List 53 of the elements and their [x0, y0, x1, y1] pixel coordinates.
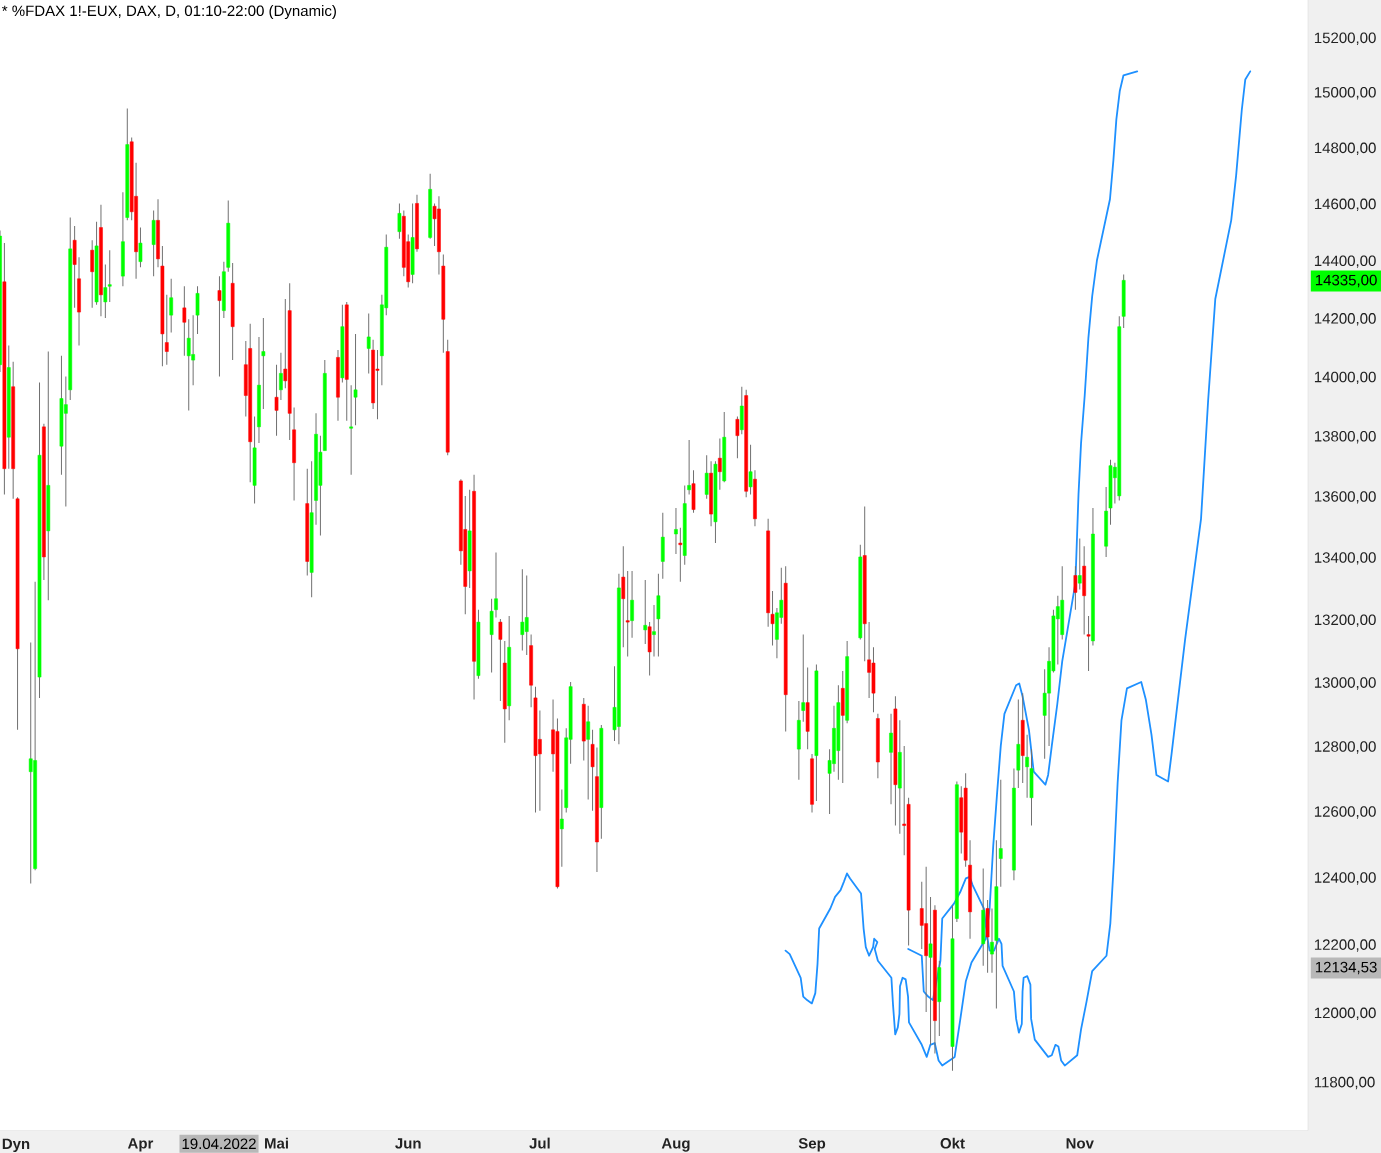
line-series — [907, 70, 1252, 1067]
text: 14335,00 — [1315, 274, 1377, 288]
y-tick-label: 13600,00 — [1314, 491, 1376, 504]
text: 19.04.2022 — [182, 1138, 256, 1150]
candlestick — [498, 618, 503, 702]
line-series — [784, 70, 1139, 1067]
y-tick-label: 14600,00 — [1314, 198, 1376, 212]
y-tick-label: 12200,00 — [1314, 939, 1376, 952]
x-tick-label: Jun — [395, 1138, 421, 1149]
candlestick — [889, 713, 893, 805]
candlestick — [704, 454, 709, 500]
candlestick — [739, 386, 744, 435]
candlestick — [560, 789, 564, 868]
candlestick — [520, 568, 525, 651]
y-tick-label: 13200,00 — [1314, 614, 1376, 627]
candlestick — [586, 705, 590, 800]
candlestick — [630, 570, 634, 639]
chart-title: * %FDAX 1!-EUX, DAX, D, 01:10-22:00 (Dynamic) — [2, 5, 336, 20]
y-tick-label: 15000,00 — [1314, 86, 1376, 100]
candlestick — [656, 573, 661, 658]
y-tick-label: 14200,00 — [1314, 313, 1376, 326]
y-tick-label: 12800,00 — [1314, 741, 1376, 754]
x-tick-label: Aug — [661, 1138, 690, 1152]
y-tick-label: 12000,00 — [1314, 1007, 1376, 1020]
y-tick-label: 13800,00 — [1314, 431, 1376, 444]
x-tick-label: Nov — [1066, 1138, 1094, 1149]
candlestick — [643, 579, 648, 645]
y-tick-label: 12600,00 — [1314, 806, 1376, 819]
candlestick — [186, 318, 191, 411]
y-tick-label: 11800,00 — [1314, 1076, 1375, 1090]
x-tick-label: Okt — [940, 1137, 965, 1149]
candlestick — [687, 439, 691, 495]
candlestick — [718, 438, 722, 491]
y-tick-label: 12400,00 — [1314, 872, 1376, 885]
candlestick — [279, 352, 283, 401]
x-tick-label: Mai — [265, 1137, 288, 1149]
x-tick-label: Sep — [798, 1138, 826, 1152]
candlestick — [217, 275, 222, 377]
x-tick-label: Apr — [127, 1138, 154, 1152]
y-tick-label: 15200,00 — [1314, 32, 1376, 45]
x-tick-label: Jul — [529, 1137, 550, 1149]
text: 12134,53 — [1315, 961, 1377, 975]
candlestick — [107, 249, 112, 303]
candlestick — [1077, 538, 1082, 590]
text: Dyn — [2, 1138, 30, 1153]
y-tick-label: 14000,00 — [1314, 371, 1376, 385]
y-tick-label: 14800,00 — [1314, 142, 1376, 155]
candlestick — [674, 507, 678, 555]
y-tick-label: 13000,00 — [1314, 677, 1376, 690]
y-tick-label: 13400,00 — [1314, 552, 1376, 565]
candlestick — [90, 239, 95, 309]
candlestick — [169, 278, 174, 334]
y-tick-label: 14400,00 — [1314, 255, 1376, 268]
